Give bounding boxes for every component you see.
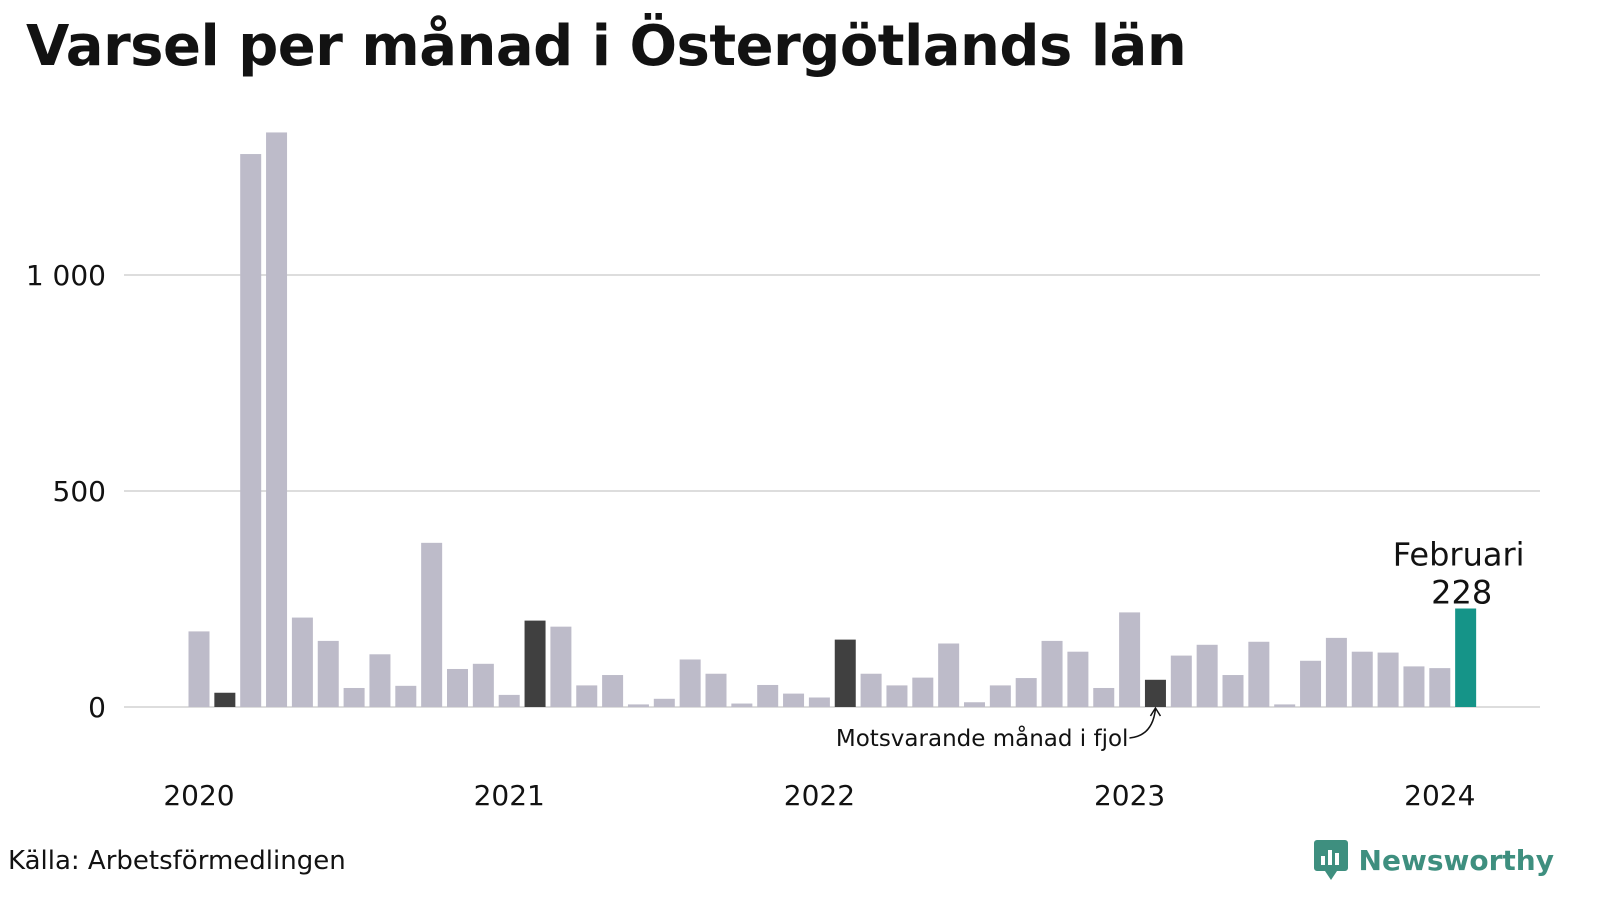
bar [1274, 704, 1296, 707]
bar [938, 643, 960, 707]
bar [291, 617, 313, 707]
bar [602, 675, 624, 707]
bar [576, 685, 598, 707]
bar [627, 704, 649, 707]
bar [550, 626, 572, 707]
x-axis-labels: 2020 2021 2022 2023 2024 [163, 779, 1475, 812]
bar [1377, 652, 1399, 707]
bar [1196, 644, 1218, 707]
brand-name: Newsworthy [1358, 843, 1554, 877]
bar-previous-year [214, 692, 236, 707]
bar [421, 542, 443, 707]
bar [1093, 687, 1115, 707]
y-tick-label: 1 000 [26, 259, 106, 292]
bar [266, 132, 288, 707]
bar [731, 703, 753, 707]
y-tick-label: 0 [88, 691, 106, 724]
previous-year-arrow [1129, 708, 1157, 739]
bar [1300, 660, 1322, 707]
x-tick-label: 2022 [784, 779, 855, 812]
current-month-value: 228 [1431, 574, 1492, 612]
bar [989, 685, 1011, 707]
brand-logo: Newsworthy [1313, 838, 1554, 882]
bar [757, 684, 779, 707]
bar [1351, 651, 1373, 707]
bar [343, 687, 365, 707]
bar [1325, 637, 1347, 707]
source-label: Källa: Arbetsförmedlingen [8, 846, 346, 876]
bar-previous-year [834, 639, 856, 707]
bar [1222, 675, 1244, 707]
newsworthy-icon [1313, 840, 1348, 880]
y-axis-labels: 0 500 1 000 [26, 259, 106, 724]
bar [886, 685, 908, 707]
bar [447, 668, 468, 707]
bar-previous-year [524, 620, 546, 707]
bar [498, 694, 520, 707]
current-month-label: Februari [1393, 536, 1525, 574]
bar [679, 659, 701, 707]
bar [240, 154, 262, 708]
y-tick-label: 500 [53, 475, 106, 508]
bar [1067, 651, 1089, 707]
bar [1041, 640, 1063, 707]
chart-title: Varsel per månad i Östergötlands län [26, 14, 1187, 79]
bar [1119, 612, 1141, 707]
bar [783, 693, 805, 707]
bar [964, 702, 985, 707]
x-tick-label: 2023 [1094, 779, 1165, 812]
bar [912, 677, 934, 707]
bar [1248, 641, 1270, 707]
bar [653, 698, 675, 707]
bar [472, 663, 494, 707]
bar [369, 654, 391, 707]
bar [1403, 666, 1425, 707]
bar [808, 697, 830, 707]
bar-previous-year [1144, 679, 1166, 707]
bar-current-month [1455, 608, 1477, 707]
x-tick-label: 2021 [474, 779, 545, 812]
bar [317, 640, 339, 707]
bars [188, 132, 1477, 708]
bar [705, 673, 727, 707]
x-tick-label: 2024 [1404, 779, 1475, 812]
bar [1170, 655, 1192, 707]
bar [1015, 678, 1037, 707]
bar [395, 685, 417, 707]
previous-year-note: Motsvarande månad i fjol [836, 724, 1129, 752]
arrow-head [1149, 706, 1162, 717]
x-tick-label: 2020 [163, 779, 234, 812]
bar [860, 673, 882, 707]
bar [1429, 668, 1451, 707]
bar [188, 631, 210, 707]
